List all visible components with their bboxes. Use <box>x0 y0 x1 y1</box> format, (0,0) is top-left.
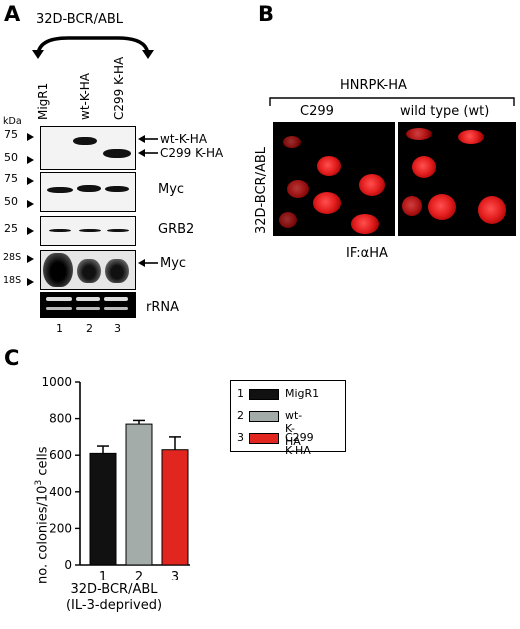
marker-75-a: 75 <box>4 128 18 141</box>
marker-25: 25 <box>4 222 18 235</box>
northern-arrow <box>138 259 158 267</box>
band-grb2-1 <box>49 229 71 232</box>
y-tick-label-1: 200 <box>49 521 72 535</box>
marker-50-b: 50 <box>4 195 18 208</box>
micrograph-c299 <box>273 122 395 236</box>
legend-swatch-wt <box>249 411 279 422</box>
marker-28s: 28S <box>3 252 22 263</box>
y-tick-label-2: 400 <box>49 485 72 499</box>
bar-3 <box>161 449 189 566</box>
rrna-gel <box>40 292 136 318</box>
panel-b-stain: IF:αHA <box>346 246 388 261</box>
blot-ha <box>40 126 136 170</box>
marker-arrow <box>27 177 34 185</box>
panel-a-cell-line: 32D-BCR/ABL <box>36 12 124 27</box>
cell <box>402 196 422 216</box>
rrna-label: rRNA <box>146 300 179 315</box>
lane-number-3: 3 <box>114 322 121 335</box>
lane-number-1: 1 <box>56 322 63 335</box>
marker-arrow <box>27 133 34 141</box>
panel-b-row-label: 32D-BCR/ABL <box>254 146 269 234</box>
rrna-band <box>46 307 72 310</box>
panel-c-chart: 0 200 400 600 800 1000 1 2 3 <box>41 375 190 580</box>
panel-c-legend: 1 MigR1 2 wt-K-HA 3 C299 K-HA <box>230 380 346 457</box>
blot-grb2 <box>40 216 136 246</box>
cell <box>478 196 506 224</box>
band-myc-2 <box>77 185 101 192</box>
cell <box>313 192 341 214</box>
cell <box>283 136 301 148</box>
band-myc-1 <box>47 187 73 193</box>
y-tick-label-3: 600 <box>49 448 72 462</box>
y-tick-label-5: 1000 <box>41 375 72 389</box>
blot2-label-myc: Myc <box>158 182 185 197</box>
band-grb2-3 <box>107 229 129 232</box>
marker-arrow <box>27 227 34 235</box>
band-myc-3 <box>105 186 129 192</box>
northern-band-2 <box>77 259 101 283</box>
rrna-band <box>76 307 100 310</box>
cell <box>359 174 385 196</box>
cell <box>279 212 297 228</box>
panel-b-col-c299: C299 <box>300 104 334 119</box>
band-wt-k-ha <box>73 137 97 145</box>
cell <box>351 214 379 234</box>
panel-c-xlabel-2: (IL-3-deprived) <box>65 598 163 613</box>
bar-2 <box>125 423 153 566</box>
band-c299-k-ha <box>103 149 131 158</box>
cell <box>412 156 436 178</box>
marker-arrow <box>27 156 34 164</box>
blot1-arrows <box>138 135 158 157</box>
x-tick-label-3: 3 <box>171 570 179 580</box>
northern-myc <box>40 250 136 290</box>
blot-myc <box>40 172 136 212</box>
rrna-band <box>46 297 72 301</box>
panel-c-xlabel-1: 32D-BCR/ABL <box>70 582 158 597</box>
micrograph-wt <box>398 122 516 236</box>
panel-b-bracket <box>269 97 515 106</box>
blot3-label-grb2: GRB2 <box>158 222 195 237</box>
rrna-band <box>104 297 128 301</box>
lane-number-2: 2 <box>86 322 93 335</box>
lane-label-c299: C299 K-HA <box>112 56 126 120</box>
panel-c-letter: C <box>4 346 20 370</box>
x-tick-label-2: 2 <box>135 570 143 580</box>
northern-band-3 <box>105 259 129 283</box>
band-grb2-2 <box>79 229 101 232</box>
legend-swatch-migr1 <box>249 389 279 400</box>
kda-label: kDa <box>3 116 22 127</box>
marker-arrow <box>27 200 34 208</box>
northern-band-1 <box>43 253 73 287</box>
rrna-band <box>104 307 128 310</box>
y-tick-label-4: 800 <box>49 412 72 426</box>
panel-b-col-wt: wild type (wt) <box>400 104 490 119</box>
rrna-band <box>76 297 100 301</box>
marker-arrow <box>27 278 34 286</box>
legend-swatch-c299 <box>249 433 279 444</box>
cell <box>428 194 456 220</box>
marker-75-b: 75 <box>4 172 18 185</box>
panel-b-letter: B <box>258 2 275 26</box>
marker-18s: 18S <box>3 275 22 286</box>
panel-a-letter: A <box>4 2 21 26</box>
blot1-label-c299: C299 K-HA <box>160 146 224 160</box>
marker-arrow <box>27 255 34 263</box>
y-tick-label-0: 0 <box>64 558 72 572</box>
marker-50-a: 50 <box>4 151 18 164</box>
panel-b-construct: HNRPK-HA <box>340 78 407 93</box>
cell <box>458 130 484 144</box>
cell <box>406 128 432 140</box>
panel-a-bracket <box>32 36 154 59</box>
cell <box>317 156 341 176</box>
x-tick-label-1: 1 <box>99 570 107 580</box>
lane-label-wt: wt-K-HA <box>78 72 92 120</box>
lane-label-migr1: MigR1 <box>36 82 50 120</box>
bar-1 <box>89 452 117 566</box>
blot1-label-wt: wt-K-HA <box>160 132 208 146</box>
northern-label-myc: Myc <box>160 256 187 271</box>
cell <box>287 180 309 198</box>
